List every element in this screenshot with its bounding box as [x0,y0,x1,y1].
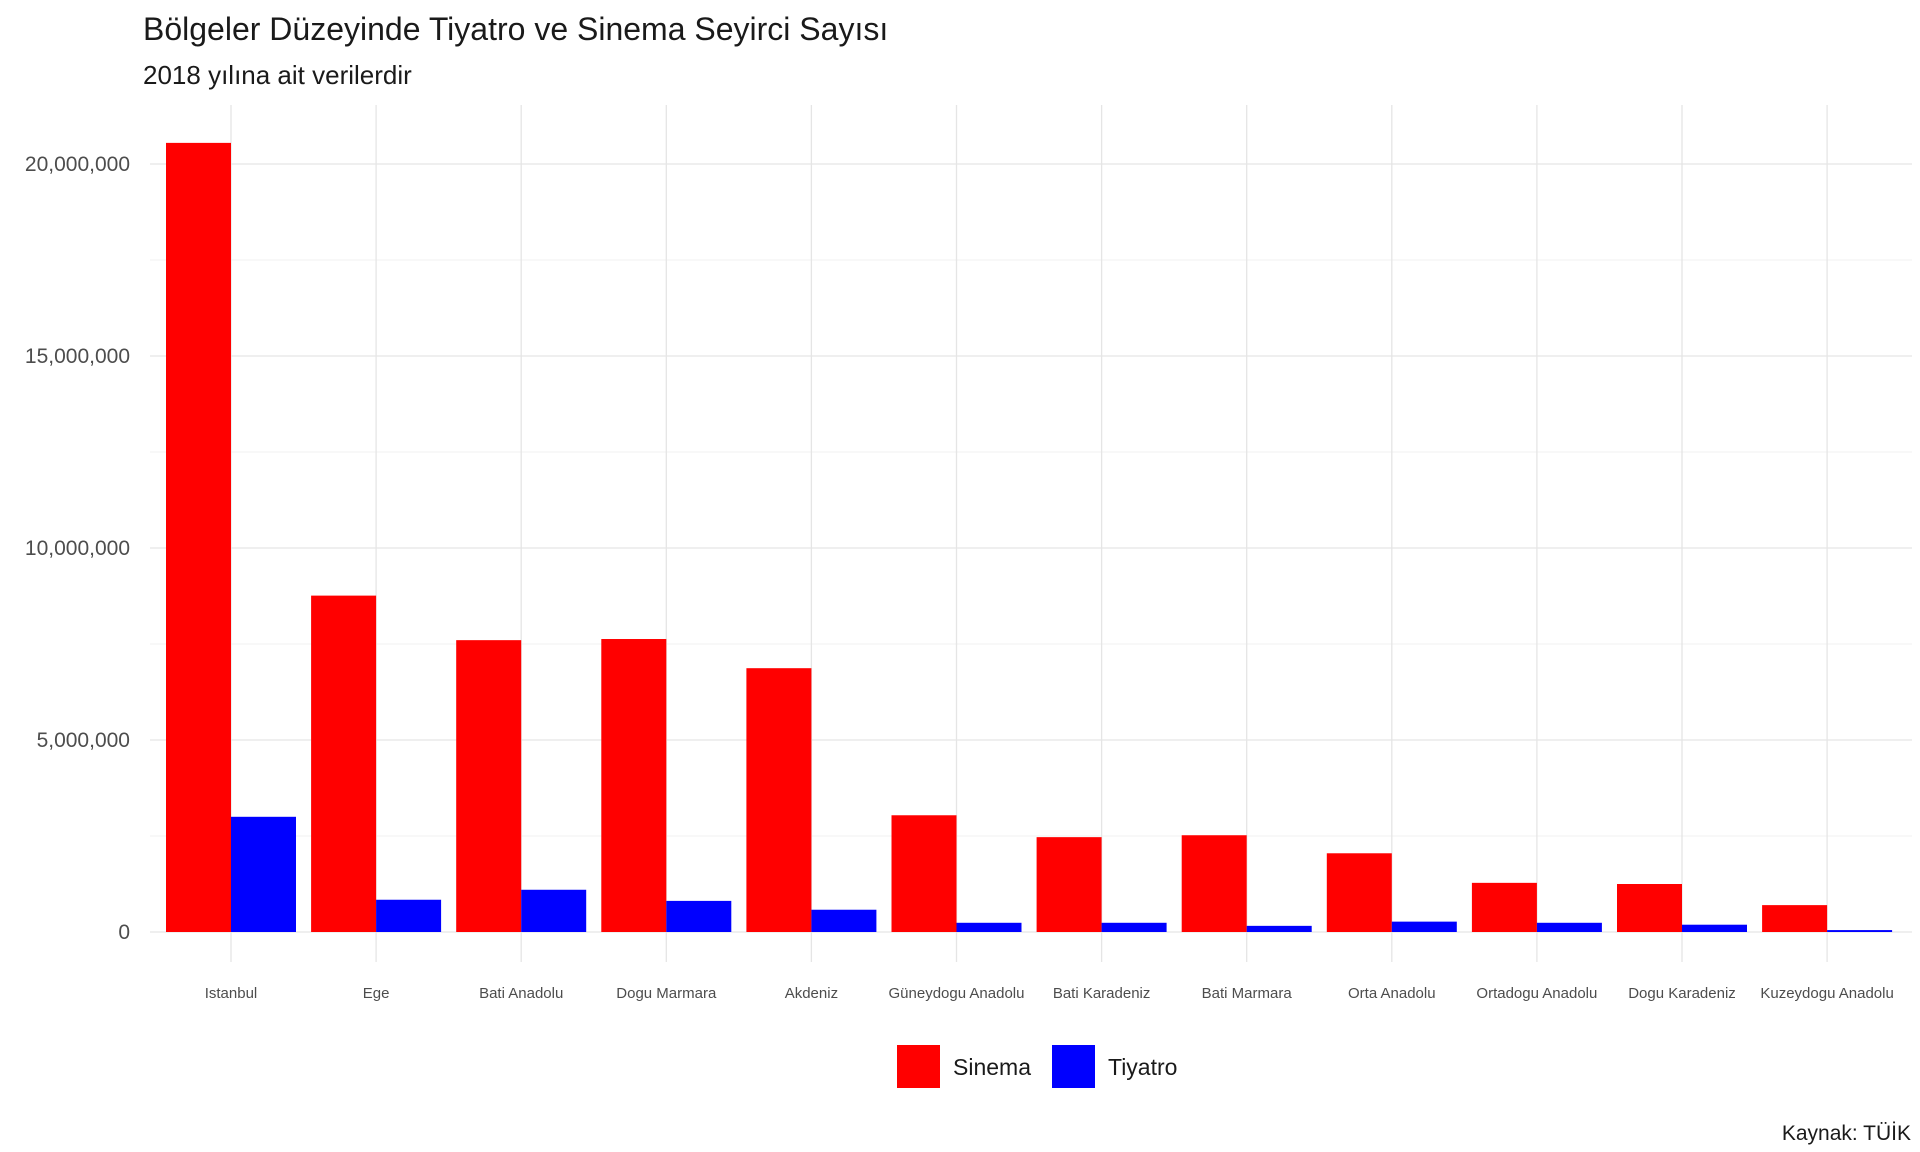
x-tick-label: Bati Karadeniz [1053,985,1151,1002]
x-tick-label: Güneydogu Anadolu [889,985,1025,1002]
chart-title: Bölgeler Düzeyinde Tiyatro ve Sinema Sey… [143,11,888,47]
bar-tiyatro-orta-anadolu [1391,921,1457,932]
legend-key-tiyatro [1052,1045,1095,1088]
bar-tiyatro-istanbul [231,816,296,932]
bar-sinema-istanbul [166,142,231,932]
legend-label-sinema: Sinema [953,1054,1031,1080]
x-axis-ticks: Istanbul Ege Bati Anadolu Dogu Marmara Akden… [205,985,1894,1002]
legend-key-sinema [897,1045,940,1088]
bar-sinema-akdeniz [746,668,812,932]
x-tick-label: Kuzeydogu Anadolu [1760,985,1893,1002]
x-tick-label: Orta Anadolu [1348,985,1436,1002]
x-tick-label: Dogu Marmara [616,985,717,1002]
bar-sinema-ege [311,595,377,932]
bar-sinema-güneydogu-anadolu [891,815,957,932]
legend-label-tiyatro: Tiyatro [1108,1054,1177,1080]
bar-tiyatro-bati-anadolu [521,889,587,932]
x-tick-label: Ortadogu Anadolu [1476,985,1597,1002]
chart-subtitle: 2018 yılına ait verilerdir [143,60,412,90]
y-tick-label: 10,000,000 [25,537,130,560]
y-tick-label: 5,000,000 [37,729,130,752]
legend: Sinema Tiyatro [897,1045,1177,1088]
bar-tiyatro-kuzeydogu-anadolu [1827,930,1893,932]
x-tick-label: Akdeniz [785,985,838,1002]
bar-sinema-dogu-marmara [601,639,667,932]
x-tick-label: Dogu Karadeniz [1628,985,1736,1002]
bar-tiyatro-bati-karadeniz [1101,922,1167,932]
grid [150,105,1912,962]
bar-tiyatro-dogu-karadeniz [1682,924,1747,932]
bar-sinema-kuzeydogu-anadolu [1762,905,1828,932]
bar-sinema-orta-anadolu [1326,853,1392,932]
bar-tiyatro-akdeniz [811,909,877,932]
x-tick-label: Bati Anadolu [479,985,563,1002]
y-tick-label: 20,000,000 [25,153,130,176]
x-tick-label: Istanbul [205,985,258,1002]
y-tick-label: 15,000,000 [25,345,130,368]
chart-caption: Kaynak: TÜİK [1782,1122,1911,1145]
x-tick-label: Bati Marmara [1202,985,1293,1002]
bars [166,142,1893,932]
bar-tiyatro-dogu-marmara [666,900,732,932]
bar-sinema-dogu-karadeniz [1617,884,1682,932]
bar-sinema-bati-karadeniz [1036,837,1102,932]
bar-sinema-bati-anadolu [456,640,522,932]
y-axis-ticks: 0 5,000,000 10,000,000 15,000,000 20,000,000 [25,153,130,944]
bar-sinema-ortadogu-anadolu [1471,882,1537,932]
bar-tiyatro-güneydogu-anadolu [956,922,1022,932]
x-tick-label: Ege [363,985,390,1002]
bar-tiyatro-ege [376,899,442,932]
bar-tiyatro-bati-marmara [1246,925,1312,932]
y-tick-label: 0 [118,921,130,944]
bar-tiyatro-ortadogu-anadolu [1536,922,1602,932]
bar-sinema-bati-marmara [1181,835,1247,932]
